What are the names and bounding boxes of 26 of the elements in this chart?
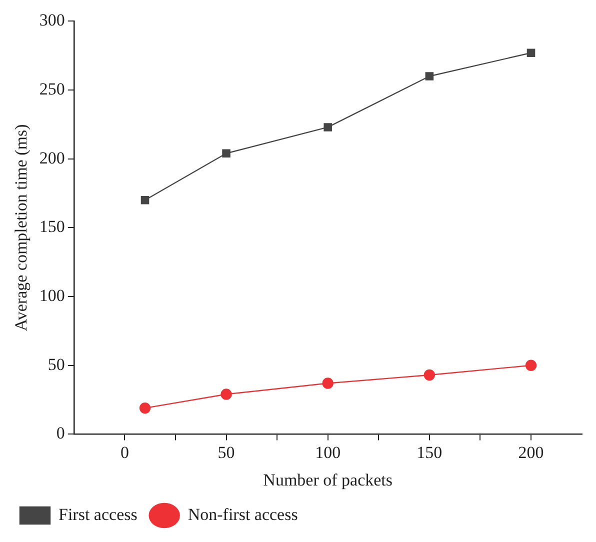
point	[526, 48, 536, 57]
x-tick-label: 200	[518, 442, 544, 462]
y-tick-label: 150	[39, 217, 65, 236]
y-tick-label: 50	[48, 354, 65, 374]
point	[222, 149, 230, 158]
y-tick-label: 100	[39, 286, 65, 305]
x-tick-label: 50	[218, 442, 235, 462]
point	[322, 378, 334, 389]
legend-label: First access	[58, 504, 138, 524]
legend-label: Non-first access	[188, 504, 298, 524]
y-tick-label: 300	[39, 10, 65, 30]
y-axis-title: Average completion time (ms)	[12, 124, 31, 332]
y-tick-label: 0	[56, 424, 65, 443]
point	[220, 388, 232, 400]
x-tick-label: 100	[315, 442, 341, 462]
point	[424, 369, 436, 381]
y-tick-label: 200	[39, 148, 65, 168]
x-tick-label: 150	[416, 442, 442, 462]
point	[139, 402, 151, 414]
y-tick-label: 250	[39, 80, 65, 98]
point	[525, 360, 537, 371]
point	[324, 123, 332, 132]
point	[140, 196, 150, 204]
x-axis-title: Number of packets	[263, 470, 393, 490]
x-tick-label: 0	[120, 442, 129, 462]
point	[425, 72, 434, 80]
